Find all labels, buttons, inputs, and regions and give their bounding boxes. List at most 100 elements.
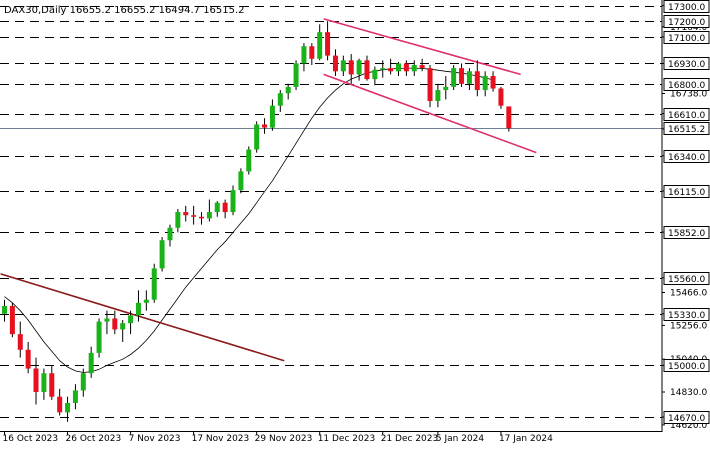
candle [104,310,110,335]
candle [80,368,86,397]
candle [230,185,236,216]
candle [262,118,268,134]
candle-body [246,149,252,172]
candle-body [466,71,472,84]
candle [222,199,228,219]
candle-body [443,86,449,91]
candle-body [474,71,480,91]
candle-body [33,368,39,393]
price-tick-label: 14830.0 [670,388,707,398]
moving-average [4,67,494,373]
candle [49,365,55,400]
level-label-box [663,272,710,285]
candle [65,396,71,422]
candle [159,237,165,272]
price-tick-label: 16738.0 [670,89,707,99]
time-tick-label: 7 Nov 2023 [129,434,181,444]
candle-body [143,299,149,303]
candle-body [356,60,362,75]
falling-trendline [0,273,285,362]
candle [411,60,417,76]
level-label-box [663,31,710,44]
candle-body [104,318,110,322]
level-label-box [663,308,710,321]
candle [474,60,480,97]
time-tick-label: 5 Jan 2024 [436,434,484,444]
level-label: 17300.0 [668,3,705,13]
candle-body [427,68,433,102]
candle-body [112,318,118,330]
candle-body [175,212,181,228]
level-label-box [663,15,710,28]
candle [348,54,354,84]
candle [206,199,212,222]
candle-body [301,46,307,64]
candle-body [388,68,394,72]
level-label: 17200.0 [668,18,705,28]
candle [167,224,173,247]
candle-body [57,396,63,413]
candle-body [340,60,346,72]
current-price-box [663,122,710,135]
level-label: 16610.0 [668,111,705,121]
candle-body [49,373,55,397]
candle-body [435,90,441,102]
candle [388,58,394,75]
time-axis: 16 Oct 2023 26 Oct 2023 7 Nov 2023 17 Nov 2… [3,431,553,444]
candle-body [120,323,126,330]
candle [57,388,63,416]
candle [380,60,386,78]
candle-body [159,240,165,269]
candle [254,121,260,153]
candle-body [396,63,401,72]
candle [183,205,189,222]
candle [9,302,15,338]
candle-body [332,55,338,72]
candle [372,66,378,86]
candle-body [285,86,291,94]
level-label: 16800.0 [668,81,705,91]
candle-body [254,124,260,150]
moving-average-line [4,67,494,373]
candle-body [206,212,212,219]
level-label-box [663,57,710,70]
candle [325,21,331,61]
candle [356,58,362,81]
current-price-label: 16515.2 [668,125,705,135]
candle [285,83,291,100]
channel-lower [323,73,537,154]
candle [112,310,118,335]
level-label-box [663,0,710,13]
candle [214,201,220,217]
candle-body [183,212,189,216]
candle-body [411,65,417,72]
candle-body [25,349,31,369]
trendlines [0,18,537,362]
candle-body [293,63,299,87]
candle [490,71,496,92]
time-tick-label: 17 Nov 2023 [192,434,250,444]
channel-upper [323,18,521,76]
candle-body [380,68,386,70]
level-label: 15330.0 [668,311,705,321]
candle [277,90,283,112]
candlesticks [2,21,512,422]
candle-body [41,373,47,393]
time-tick-label: 21 Dec 2023 [381,434,439,444]
candle-body [72,390,78,403]
candle-body [2,305,7,314]
candle [309,43,315,66]
price-axis: 17300.017164.017100.016930.016738.016610… [0,0,710,432]
candle [238,168,244,194]
candle-body [482,75,488,91]
candle [175,208,181,233]
candle [506,106,512,132]
candle [364,55,370,81]
candle [427,65,433,108]
level-label-box [663,78,710,91]
candle [451,65,457,91]
candle [246,146,252,175]
candle-body [230,190,236,213]
candle [419,58,425,72]
